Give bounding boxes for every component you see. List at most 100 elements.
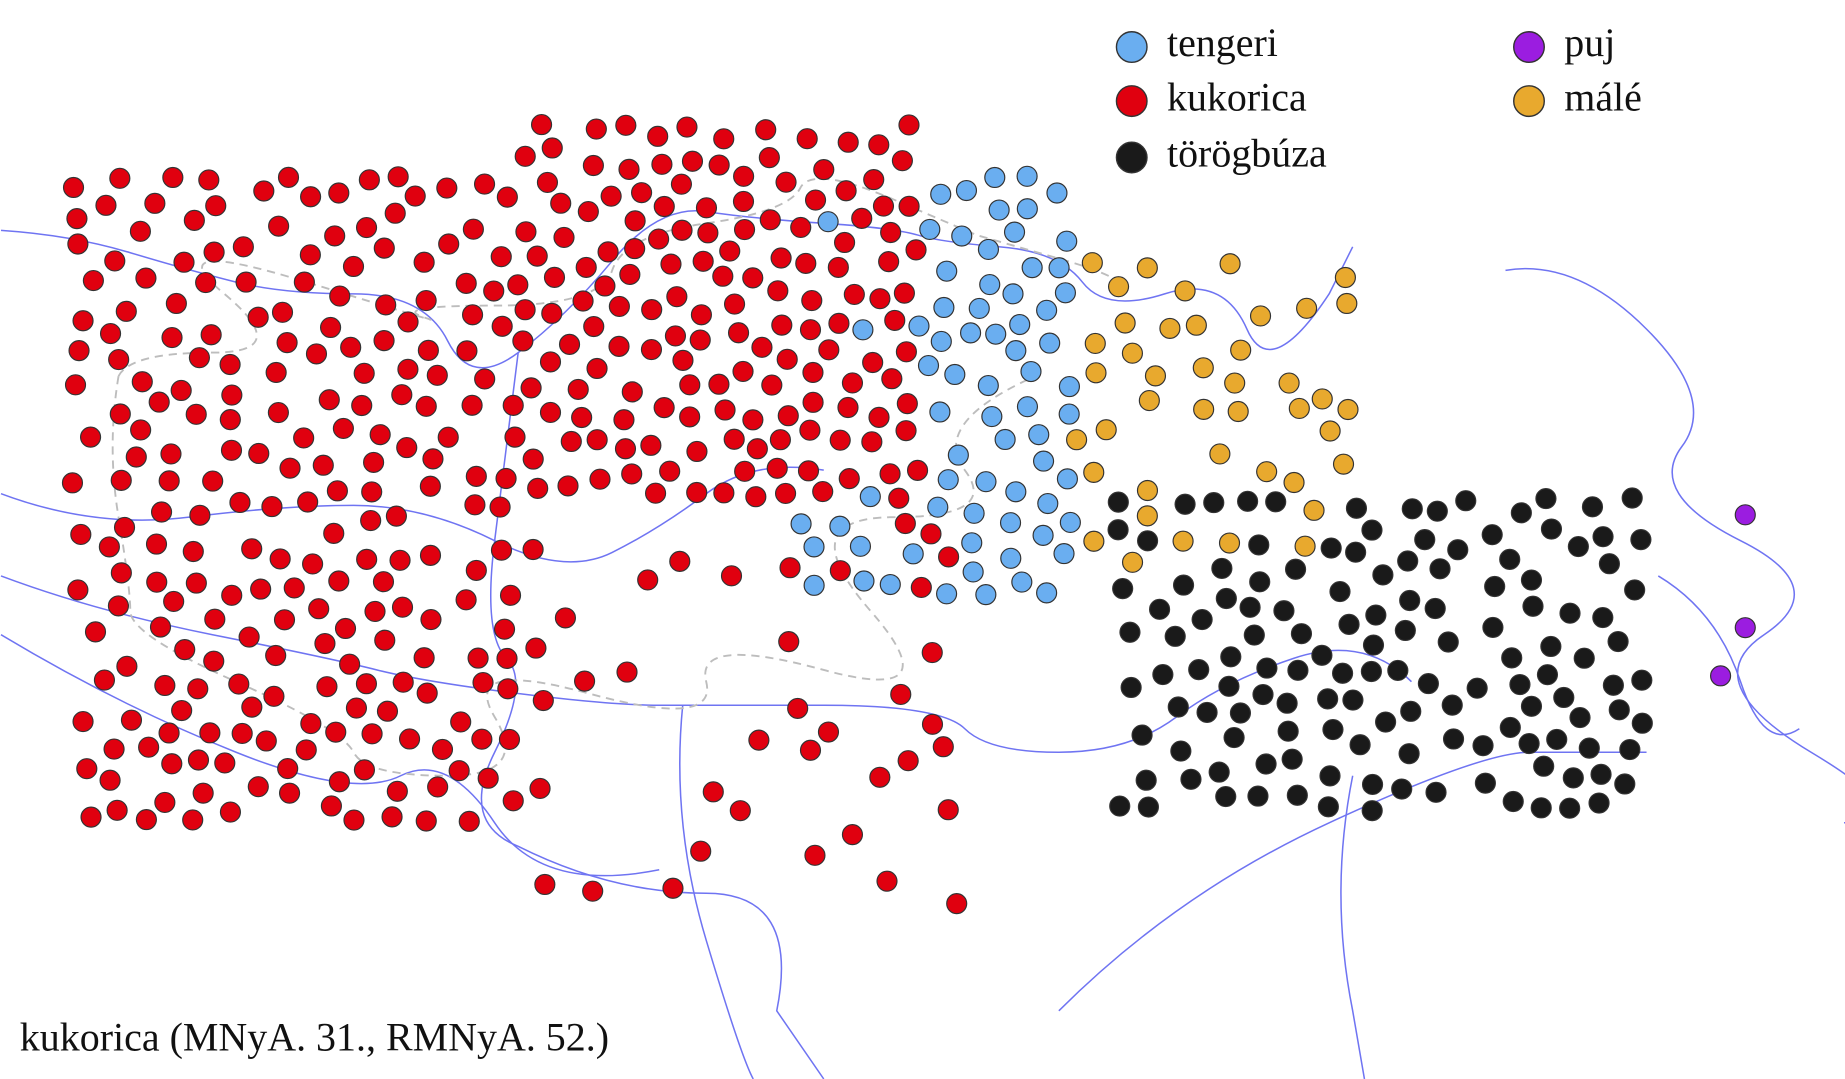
dot	[1218, 532, 1241, 554]
dot	[1136, 505, 1158, 527]
dot	[1284, 558, 1307, 580]
dot	[905, 239, 927, 261]
dot	[799, 419, 821, 441]
dot	[472, 671, 494, 694]
dot	[1414, 529, 1436, 551]
dot	[67, 233, 89, 255]
dot	[187, 749, 210, 771]
dot	[345, 697, 368, 719]
dot	[326, 480, 348, 502]
dot	[1624, 579, 1646, 601]
dot	[461, 394, 483, 416]
dot	[276, 332, 298, 354]
dot	[881, 368, 903, 390]
dot	[1249, 571, 1271, 593]
dot	[376, 700, 399, 722]
dot	[373, 330, 395, 352]
dot	[1303, 499, 1325, 521]
dot	[1501, 647, 1523, 669]
dot	[936, 583, 958, 605]
dot	[777, 405, 799, 427]
dot	[320, 795, 342, 817]
dot	[522, 538, 544, 561]
dot	[799, 739, 822, 761]
dot	[397, 358, 419, 380]
dot	[302, 553, 324, 575]
dot	[1581, 496, 1604, 518]
dot	[779, 557, 801, 579]
dot	[173, 251, 195, 273]
dot	[1520, 695, 1543, 717]
dot	[1005, 481, 1027, 503]
dot	[1332, 453, 1355, 475]
dot	[999, 512, 1022, 534]
dot	[1592, 526, 1614, 548]
dot	[539, 401, 562, 424]
dot	[902, 543, 924, 565]
dot	[527, 477, 549, 499]
dot	[187, 678, 209, 700]
dot	[841, 372, 864, 394]
dot	[328, 771, 350, 793]
dot	[1442, 728, 1465, 750]
legend-swatch	[1115, 31, 1148, 64]
dot	[734, 460, 756, 482]
dot	[250, 578, 272, 600]
dot	[396, 437, 418, 459]
dot	[1540, 518, 1563, 540]
dot	[1569, 706, 1591, 729]
dot	[438, 233, 460, 255]
dot	[437, 426, 459, 448]
dot	[1614, 773, 1636, 795]
dot	[597, 241, 619, 263]
dot	[374, 629, 396, 651]
dot	[1608, 699, 1630, 721]
dot	[714, 399, 736, 421]
dot	[108, 348, 130, 371]
caption: kukorica (MNyA. 31., RMNyA. 52.)	[20, 1015, 609, 1060]
dot	[498, 728, 521, 751]
dot	[353, 362, 375, 384]
dot	[1005, 340, 1027, 362]
dot	[1317, 796, 1339, 818]
dot	[107, 595, 130, 617]
dot	[1229, 702, 1252, 724]
dot	[329, 285, 351, 307]
dot	[70, 523, 92, 546]
dot	[672, 349, 694, 371]
dot	[755, 119, 777, 141]
dot	[1520, 569, 1543, 591]
dot	[1243, 624, 1265, 646]
dot	[962, 561, 984, 583]
dot	[1466, 677, 1488, 699]
dot	[641, 299, 663, 321]
dot	[1003, 221, 1026, 243]
dot	[921, 641, 943, 664]
dot	[829, 429, 851, 451]
dot	[465, 465, 487, 487]
dot	[67, 579, 89, 601]
dot	[277, 166, 300, 188]
dot	[419, 544, 442, 566]
dot	[397, 311, 419, 333]
dot	[573, 670, 596, 692]
dot	[1710, 665, 1732, 687]
dot	[185, 572, 207, 594]
dot	[550, 192, 572, 214]
dot	[241, 538, 263, 560]
dot	[1107, 276, 1130, 298]
dot	[618, 158, 640, 180]
dot	[938, 546, 960, 568]
dot	[660, 253, 682, 275]
dot	[829, 515, 851, 537]
dot	[135, 267, 157, 289]
dot	[774, 482, 797, 505]
dot	[594, 275, 616, 297]
dot	[1334, 266, 1356, 289]
dot	[231, 722, 253, 745]
dot	[1573, 647, 1595, 669]
dot	[720, 565, 743, 587]
dot	[1224, 372, 1246, 394]
dot	[558, 333, 581, 355]
dot	[869, 766, 891, 788]
